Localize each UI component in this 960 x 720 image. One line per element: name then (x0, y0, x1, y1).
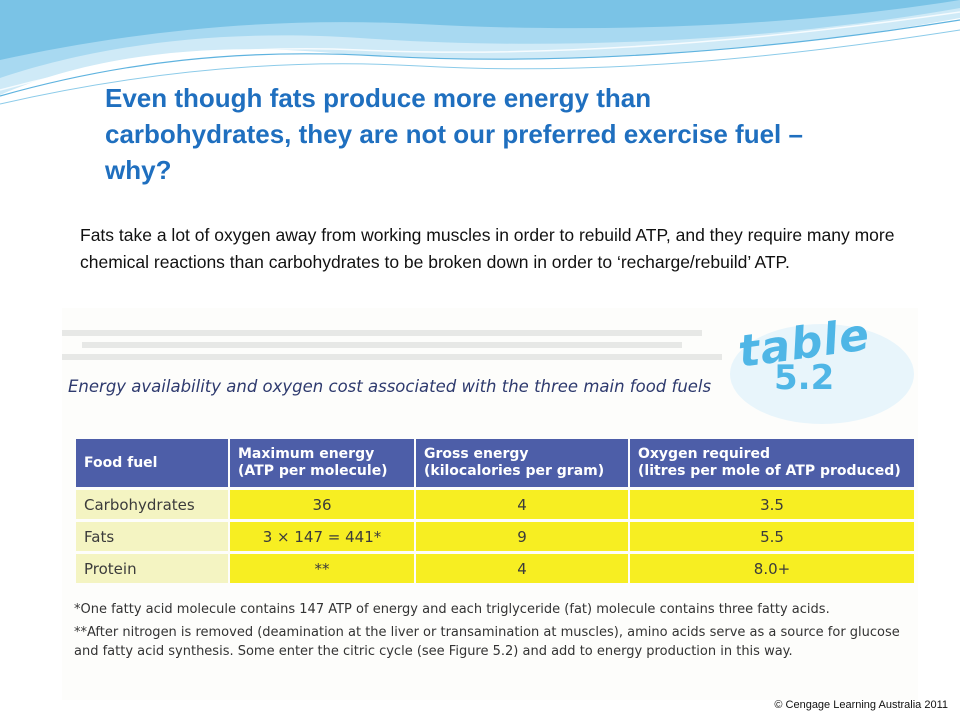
table-cell: 3 × 147 = 441* (230, 522, 414, 551)
table-cell: Carbohydrates (76, 490, 228, 519)
footnote: *One fatty acid molecule contains 147 AT… (74, 602, 830, 617)
column-header: Oxygen required (litres per mole of ATP p… (630, 439, 914, 487)
energy-table: Food fuel Maximum energy (ATP per molecul… (74, 436, 916, 586)
bleed-through-line (82, 342, 682, 348)
table-footnotes: *One fatty acid molecule contains 147 AT… (74, 600, 904, 665)
table-badge-number: 5.2 (774, 358, 835, 398)
bleed-through-line (62, 330, 702, 336)
explanation-text: Fats take a lot of oxygen away from work… (80, 225, 895, 272)
table-caption: Energy availability and oxygen cost asso… (68, 377, 712, 396)
table-cell: 9 (416, 522, 628, 551)
bleed-through-line (62, 354, 722, 360)
column-header: Gross energy (kilocalories per gram) (416, 439, 628, 487)
decorative-wave-banner (0, 0, 960, 105)
table-cell: ** (230, 554, 414, 583)
table-cell: 4 (416, 554, 628, 583)
table-row: Fats 3 × 147 = 441* 9 5.5 (76, 522, 914, 551)
column-header: Food fuel (76, 439, 228, 487)
table-cell: Protein (76, 554, 228, 583)
table-header-row: Food fuel Maximum energy (ATP per molecul… (76, 439, 914, 487)
slide-title: Even though fats produce more energy tha… (105, 83, 803, 185)
table-image: table 5.2 Energy availability and oxygen… (62, 308, 918, 700)
table-cell: Fats (76, 522, 228, 551)
table-row: Protein ** 4 8.0+ (76, 554, 914, 583)
table-cell: 5.5 (630, 522, 914, 551)
table-cell: 8.0+ (630, 554, 914, 583)
column-header: Maximum energy (ATP per molecule) (230, 439, 414, 487)
footnote: **After nitrogen is removed (deamination… (74, 625, 900, 659)
table-row: Carbohydrates 36 4 3.5 (76, 490, 914, 519)
copyright-notice: © Cengage Learning Australia 2011 (774, 699, 948, 711)
table-cell: 4 (416, 490, 628, 519)
table-cell: 36 (230, 490, 414, 519)
table-cell: 3.5 (630, 490, 914, 519)
table-badge-shape (730, 324, 914, 424)
